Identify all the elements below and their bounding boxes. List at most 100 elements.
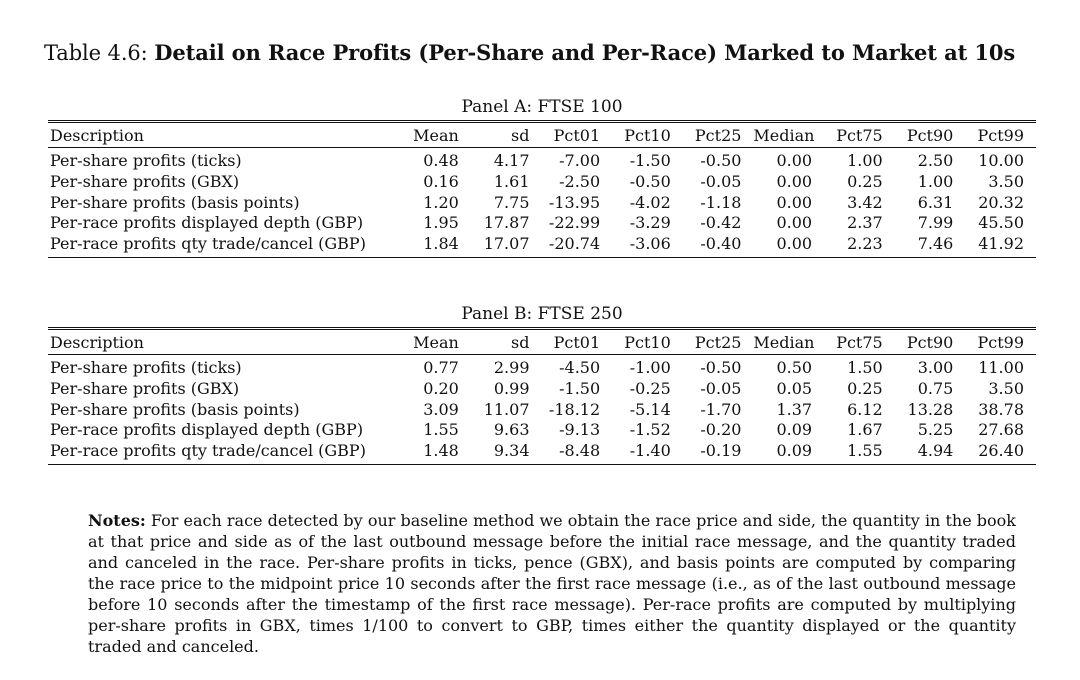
table-cell: 10.00 — [978, 151, 1024, 170]
table-cell: 0.09 — [753, 441, 825, 465]
column-header: sd — [470, 120, 542, 148]
table-cell: -3.29 — [629, 213, 671, 233]
table-row: Per-race profits displayed depth (GBP) 1… — [48, 213, 1036, 234]
table-cell: -4.50 — [559, 358, 601, 377]
table-row: Per-share profits (basis points) 1.20 7.… — [48, 193, 1036, 214]
table-cell: -4.02 — [629, 192, 671, 212]
table-cell: 0.75 — [917, 378, 954, 398]
table-cell: -0.05 — [700, 171, 742, 191]
table-cell: 0.00 — [776, 192, 813, 212]
table-cell: 0.50 — [776, 358, 813, 377]
table-header: Description Mean sd Pct01 Pct10 Pct25 Me… — [48, 120, 1036, 148]
table-cell: 0.00 — [753, 234, 825, 258]
table-cell: 1.55 — [824, 441, 895, 465]
column-header: sd — [470, 327, 542, 355]
table-cell: -8.48 — [541, 441, 613, 465]
panel-title: Panel A: FTSE 100 — [461, 97, 623, 117]
table-cell: -7.00 — [559, 151, 601, 170]
panel-title: Panel B: FTSE 250 — [461, 304, 623, 324]
table-cell: -1.52 — [629, 420, 671, 440]
table-cell: 9.34 — [470, 441, 542, 465]
table-cell: 17.07 — [470, 234, 542, 258]
table-cell: 3.09 — [423, 399, 459, 419]
table-cell: 0.99 — [493, 378, 530, 398]
table-row: Per-share profits (GBX) 0.16 1.61 -2.50 … — [48, 172, 1036, 193]
table-cell: -1.18 — [700, 192, 742, 212]
table-cell: -20.74 — [541, 234, 613, 258]
row-description: Per-share profits (basis points) — [50, 399, 300, 419]
table-row: Per-race profits displayed depth (GBP) 1… — [48, 420, 1036, 441]
column-header: Pct10 — [612, 120, 683, 148]
table-cell: 20.32 — [978, 192, 1024, 212]
table-cell: 2.37 — [847, 213, 883, 233]
table-body: Per-share profits (ticks) 0.77 2.99 -4.5… — [48, 355, 1036, 465]
row-description: Per-share profits (ticks) — [50, 151, 242, 170]
table-cell: 0.20 — [423, 378, 459, 398]
row-description: Per-race profits qty trade/cancel (GBP) — [48, 441, 401, 465]
column-header: Pct75 — [824, 327, 895, 355]
table-cell: 0.09 — [776, 420, 813, 440]
table-cell: 1.00 — [847, 151, 883, 170]
column-header: Pct99 — [965, 327, 1036, 355]
table-cell: -9.13 — [559, 420, 601, 440]
table-cell: 41.92 — [965, 234, 1036, 258]
table-row: Per-share profits (ticks) 0.77 2.99 -4.5… — [48, 355, 1036, 379]
table-cell: -13.95 — [548, 192, 601, 212]
table-cell: 26.40 — [965, 441, 1036, 465]
table-cell: -0.25 — [629, 378, 671, 398]
table-cell: 0.48 — [423, 151, 459, 170]
table-row: Per-race profits qty trade/cancel (GBP) … — [48, 234, 1036, 258]
column-header: Median — [753, 120, 825, 148]
results-table: Description Mean sd Pct01 Pct10 Pct25 Me… — [48, 120, 1036, 258]
table-cell: -5.14 — [629, 399, 671, 419]
table-row: Per-share profits (basis points) 3.09 11… — [48, 400, 1036, 421]
table-cell: 1.48 — [400, 441, 471, 465]
table-cell: 1.61 — [493, 171, 530, 191]
table-cell: 17.87 — [483, 213, 530, 233]
table-cell: 27.68 — [978, 420, 1024, 440]
table-cell: -0.40 — [682, 234, 754, 258]
table-cell: 0.25 — [847, 378, 883, 398]
table-cell: 0.00 — [776, 171, 813, 191]
table-cell: 3.42 — [847, 192, 883, 212]
table-cell: 1.67 — [847, 420, 883, 440]
column-header: Pct90 — [894, 327, 966, 355]
table-cell: 2.23 — [824, 234, 895, 258]
table-cell: 0.77 — [423, 358, 459, 377]
table-cell: -0.19 — [682, 441, 754, 465]
table-cell: 1.55 — [423, 420, 459, 440]
table-cell: 3.50 — [988, 171, 1024, 191]
column-header: Description — [48, 120, 401, 148]
table-row: Per-share profits (GBX) 0.20 0.99 -1.50 … — [48, 379, 1036, 400]
table-notes: Notes: For each race detected by our bas… — [88, 510, 1016, 657]
table-cell: 5.25 — [917, 420, 954, 440]
caption-label: Table 4.6: — [44, 41, 148, 65]
table-cell: 11.07 — [483, 399, 530, 419]
table-cell: -1.50 — [559, 378, 601, 398]
table-cell: -0.20 — [700, 420, 742, 440]
column-header: Pct01 — [541, 120, 613, 148]
table-cell: -18.12 — [548, 399, 601, 419]
table-cell: -0.50 — [700, 151, 742, 170]
table-cell: 11.00 — [978, 358, 1024, 377]
table-cell: 1.37 — [776, 399, 813, 419]
table-body: Per-share profits (ticks) 0.48 4.17 -7.0… — [48, 148, 1036, 258]
row-description: Per-share profits (GBX) — [50, 378, 240, 398]
table-cell: 4.17 — [493, 151, 530, 170]
table-cell: -2.50 — [559, 171, 601, 191]
table-cell: -0.50 — [629, 171, 671, 191]
table-cell: 9.63 — [493, 420, 530, 440]
row-description: Per-race profits qty trade/cancel (GBP) — [48, 234, 401, 258]
table-cell: 7.75 — [493, 192, 530, 212]
column-header: Pct99 — [965, 120, 1036, 148]
table-header: Description Mean sd Pct01 Pct10 Pct25 Me… — [48, 327, 1036, 355]
row-description: Per-share profits (basis points) — [50, 192, 300, 212]
row-description: Per-share profits (GBX) — [50, 171, 240, 191]
table-cell: 38.78 — [978, 399, 1024, 419]
table-cell: 1.84 — [400, 234, 471, 258]
table-cell: -1.40 — [612, 441, 683, 465]
results-table: Description Mean sd Pct01 Pct10 Pct25 Me… — [48, 327, 1036, 465]
panel-b: Panel B: FTSE 250 Description Mean sd Pc… — [48, 303, 1036, 465]
table-cell: 1.95 — [423, 213, 459, 233]
row-description: Per-race profits displayed depth (GBP) — [50, 213, 364, 233]
